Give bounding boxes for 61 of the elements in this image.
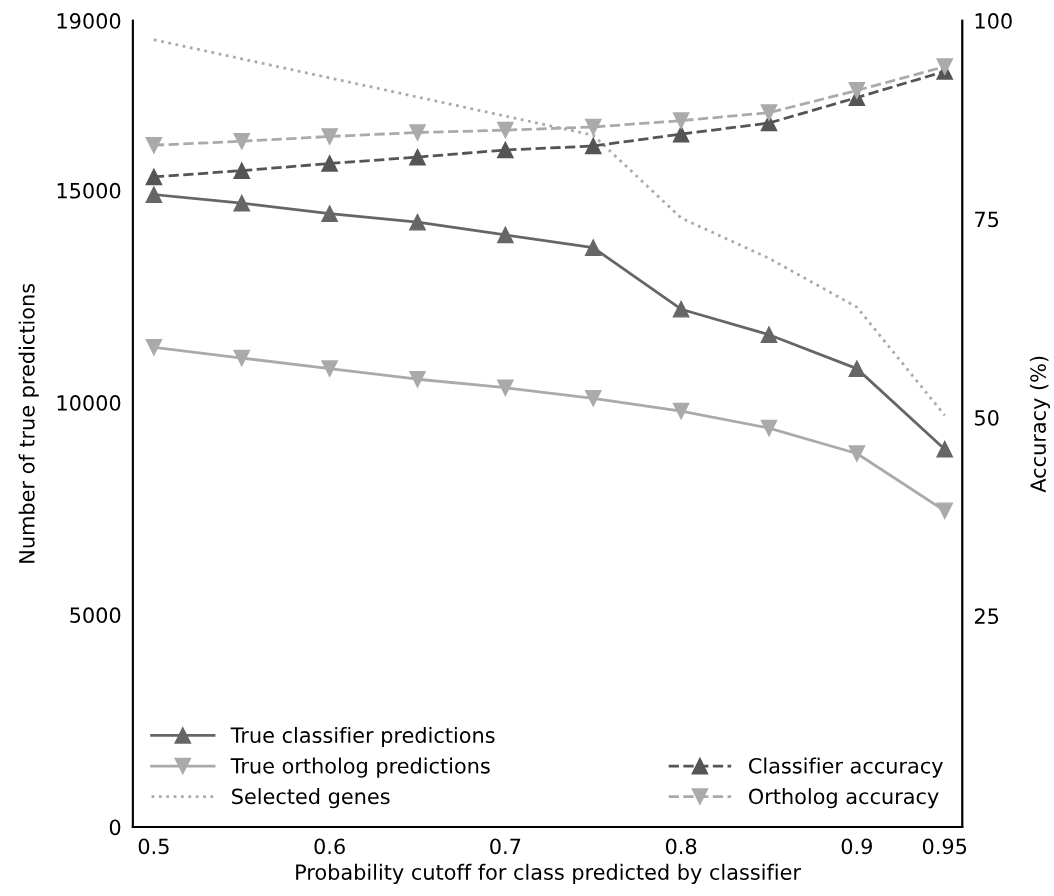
point — [321, 360, 338, 377]
point — [848, 445, 866, 462]
point — [233, 194, 251, 212]
point — [409, 370, 426, 388]
x-axis-title: Probability cutoff for class predicted by classifier — [296, 863, 801, 884]
point — [584, 137, 602, 155]
point — [497, 141, 514, 159]
point — [233, 162, 251, 179]
y-tick-label: 0 — [109, 819, 121, 836]
point — [233, 349, 251, 367]
point — [321, 205, 338, 223]
point — [936, 440, 954, 458]
point — [409, 124, 426, 141]
y2-tick-label: 50 — [975, 409, 999, 426]
point — [848, 360, 866, 377]
y-tick-label: 10000 — [57, 395, 121, 411]
point — [584, 239, 602, 257]
point — [760, 326, 778, 344]
y-tick-label: 19000 — [57, 13, 121, 29]
y2-tick-label: 75 — [975, 211, 999, 228]
legend-label: True classifier predictions — [230, 726, 495, 748]
point — [497, 226, 514, 244]
point — [672, 125, 690, 143]
point — [672, 402, 690, 420]
point — [233, 132, 251, 150]
legend-label: Ortholog accuracy — [749, 788, 939, 809]
legend-label: Selected genes — [232, 788, 390, 809]
point — [936, 58, 954, 75]
point — [672, 300, 690, 318]
x-tick-label: 0.95 — [922, 838, 967, 855]
point — [584, 118, 602, 136]
y2-axis-title: Accuracy (%) — [1029, 356, 1051, 493]
point — [936, 502, 954, 520]
point — [409, 148, 426, 166]
point — [760, 419, 778, 437]
x-tick-label: 0.6 — [314, 838, 345, 855]
point — [409, 213, 426, 231]
legend-label: Classifier accuracy — [749, 757, 943, 778]
y-tick-label: 15000 — [57, 182, 121, 199]
point — [672, 112, 690, 129]
point — [145, 186, 163, 203]
point — [584, 390, 602, 407]
point — [497, 121, 514, 139]
point — [145, 168, 163, 186]
y-axis-title: Number of true predictions — [18, 283, 39, 563]
x-tick-label: 0.5 — [138, 838, 169, 855]
x-tick-label: 0.9 — [841, 838, 872, 855]
x-tick-label: 0.8 — [665, 838, 697, 855]
point — [321, 155, 338, 172]
point — [497, 379, 514, 397]
legend-label: True ortholog predictions — [230, 757, 490, 778]
point — [760, 104, 778, 122]
y-tick-label: 5000 — [70, 607, 121, 624]
point — [145, 339, 163, 356]
y2-tick-label: 100 — [975, 13, 1012, 29]
point — [321, 128, 338, 145]
line-series — [152, 38, 947, 417]
x-tick-label: 0.7 — [490, 838, 521, 855]
point — [848, 82, 866, 99]
y2-tick-label: 25 — [974, 608, 999, 625]
point — [145, 136, 163, 154]
